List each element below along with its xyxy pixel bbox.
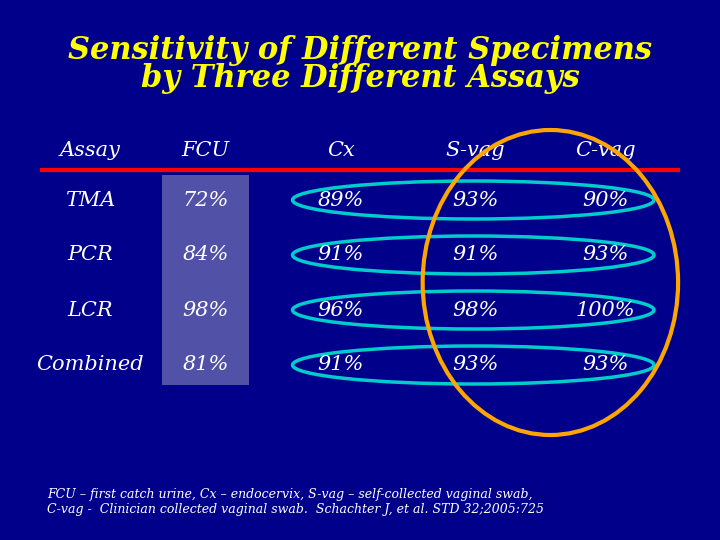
Text: 93%: 93% bbox=[582, 246, 629, 265]
Text: 72%: 72% bbox=[183, 191, 229, 210]
Text: LCR: LCR bbox=[67, 300, 113, 320]
Text: S-vag: S-vag bbox=[446, 140, 505, 159]
Text: PCR: PCR bbox=[67, 246, 113, 265]
Text: FCU – first catch urine, Cx – endocervix, S-vag – self-collected vaginal swab,
C: FCU – first catch urine, Cx – endocervix… bbox=[47, 488, 544, 516]
Text: 100%: 100% bbox=[576, 300, 636, 320]
Text: by Three Different Assays: by Three Different Assays bbox=[140, 63, 580, 93]
Text: 91%: 91% bbox=[452, 246, 499, 265]
Text: 98%: 98% bbox=[183, 300, 229, 320]
Text: 93%: 93% bbox=[582, 355, 629, 375]
Text: 89%: 89% bbox=[318, 191, 364, 210]
Text: Combined: Combined bbox=[36, 355, 144, 375]
Text: 98%: 98% bbox=[452, 300, 499, 320]
Text: 91%: 91% bbox=[318, 355, 364, 375]
Text: 91%: 91% bbox=[318, 246, 364, 265]
Text: 90%: 90% bbox=[582, 191, 629, 210]
FancyBboxPatch shape bbox=[163, 175, 249, 385]
Text: Assay: Assay bbox=[60, 140, 120, 159]
Text: 84%: 84% bbox=[183, 246, 229, 265]
Text: 81%: 81% bbox=[183, 355, 229, 375]
Text: 96%: 96% bbox=[318, 300, 364, 320]
Text: 93%: 93% bbox=[452, 191, 499, 210]
Text: TMA: TMA bbox=[65, 191, 115, 210]
Text: Sensitivity of Different Specimens: Sensitivity of Different Specimens bbox=[68, 35, 652, 65]
Text: FCU: FCU bbox=[181, 140, 230, 159]
Text: Cx: Cx bbox=[327, 140, 354, 159]
Text: 93%: 93% bbox=[452, 355, 499, 375]
Text: C-vag: C-vag bbox=[575, 140, 636, 159]
